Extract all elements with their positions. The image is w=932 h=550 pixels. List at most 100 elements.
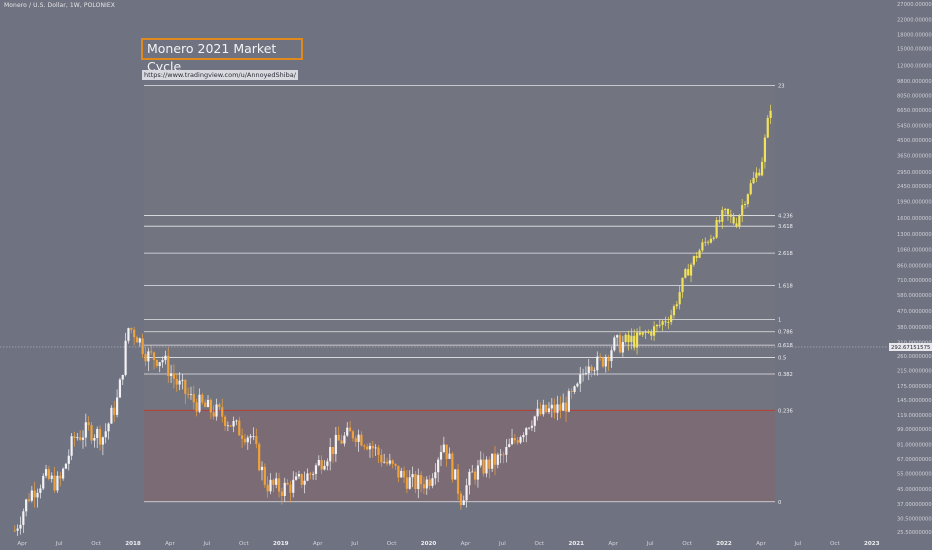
candle-127: [374, 444, 377, 456]
candle-8: [36, 488, 39, 508]
candle-174: [508, 438, 511, 448]
candle-87: [260, 461, 264, 481]
candle-220: [638, 326, 641, 336]
chart-title-box[interactable]: Monero 2021 Market Cycle: [141, 38, 303, 74]
candle-227: [658, 319, 661, 328]
y-tick-5: 9800.00000000: [897, 79, 932, 85]
candle-18: [64, 462, 68, 470]
candle-81: [243, 433, 247, 446]
candle-243: [704, 237, 707, 247]
candle-42: [133, 326, 136, 346]
x-tick-18: Oct: [682, 541, 692, 547]
candle-99: [294, 472, 298, 481]
candle-116: [343, 431, 346, 447]
candle-72: [218, 402, 221, 411]
candle-137: [402, 466, 406, 483]
y-tick-32: 45.00000000: [897, 487, 932, 493]
x-tick-12: Apr: [461, 541, 471, 547]
y-tick-8: 5450.00000000: [897, 123, 932, 129]
candle-208: [604, 354, 607, 373]
candle-39: [124, 332, 127, 377]
fib-label-7: 0.618: [778, 343, 793, 349]
y-tick-14: 1600.00000000: [897, 216, 932, 222]
candle-1: [16, 524, 19, 536]
candle-61: [187, 387, 190, 399]
candle-46: [144, 346, 147, 366]
candle-96: [286, 479, 289, 486]
y-tick-29: 81.00000000: [897, 442, 932, 448]
candle-188: [547, 402, 551, 415]
candle-257: [743, 201, 747, 209]
candle-117: [346, 422, 349, 437]
y-tick-6: 8050.00000000: [897, 94, 932, 100]
candle-198: [576, 382, 579, 388]
candle-209: [607, 354, 610, 372]
x-tick-14: Oct: [534, 541, 544, 547]
x-tick-19: 2022: [716, 541, 732, 547]
candle-265: [766, 115, 769, 139]
candle-13: [50, 472, 53, 483]
upper-fib-zone: [144, 85, 775, 411]
candle-233: [675, 301, 678, 310]
candle-231: [670, 309, 673, 326]
y-tick-15: 1300.00000000: [897, 232, 932, 238]
candle-44: [138, 337, 141, 347]
candle-253: [732, 213, 735, 225]
candle-92: [275, 472, 278, 489]
fib-label-4: 1.618: [778, 283, 793, 289]
y-tick-7: 6650.00000000: [897, 108, 932, 114]
candle-213: [618, 331, 622, 354]
x-tick-17: Jul: [646, 541, 654, 547]
candle-6: [30, 485, 33, 503]
candle-190: [553, 398, 556, 419]
candle-199: [579, 367, 582, 392]
y-tick-11: 2950.00000000: [897, 170, 932, 176]
x-tick-4: Apr: [165, 541, 175, 547]
candle-58: [178, 372, 181, 391]
candle-246: [712, 236, 715, 241]
candle-12: [47, 465, 50, 481]
candle-135: [397, 465, 400, 483]
candle-105: [312, 471, 315, 480]
candle-119: [351, 430, 355, 442]
candle-76: [229, 425, 232, 428]
candle-241: [698, 248, 701, 259]
y-tick-3: 15000.00000000: [897, 47, 932, 53]
candle-43: [135, 335, 139, 343]
candle-244: [706, 240, 710, 246]
candle-184: [536, 399, 539, 421]
candle-110: [326, 458, 329, 471]
y-tick-1: 22000.00000000: [897, 18, 932, 24]
url-label[interactable]: https://www.tradingview.com/u/AnnoyedShi…: [142, 70, 298, 80]
candle-97: [289, 480, 292, 503]
candle-78: [235, 419, 238, 426]
y-tick-31: 55.00000000: [897, 472, 932, 478]
candle-266: [769, 104, 772, 125]
candle-170: [496, 452, 499, 469]
candle-262: [758, 168, 761, 177]
candle-155: [454, 469, 457, 480]
candle-165: [482, 453, 485, 477]
candle-112: [331, 446, 335, 463]
y-tick-27: 119.00000000: [897, 413, 932, 419]
candle-143: [420, 471, 423, 493]
candle-125: [368, 442, 372, 458]
candle-229: [664, 316, 667, 326]
candle-167: [488, 456, 491, 479]
candle-264: [763, 134, 767, 169]
candle-98: [292, 471, 295, 498]
candle-124: [366, 443, 369, 451]
candle-138: [405, 469, 409, 494]
candle-90: [269, 473, 272, 495]
candle-171: [499, 449, 502, 464]
candle-189: [550, 398, 553, 418]
y-tick-20: 470.00000000: [897, 309, 932, 315]
candle-74: [223, 415, 227, 431]
candle-40: [127, 327, 130, 344]
candle-131: [385, 457, 389, 466]
candle-235: [681, 277, 684, 299]
candle-111: [329, 438, 332, 471]
candle-71: [215, 398, 218, 421]
candle-237: [687, 263, 690, 276]
